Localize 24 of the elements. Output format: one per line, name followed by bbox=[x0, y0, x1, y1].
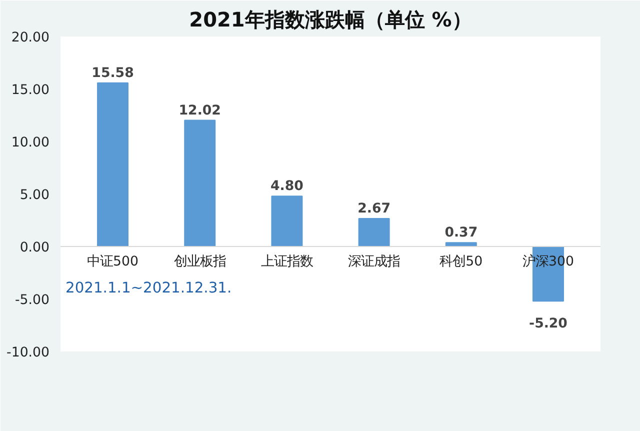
x-tick-label: 科创50 bbox=[440, 254, 483, 270]
bar bbox=[271, 196, 303, 247]
data-label: 0.37 bbox=[444, 226, 478, 241]
x-tick-label: 深证成指 bbox=[348, 254, 400, 270]
y-tick-label: 20.00 bbox=[11, 30, 50, 46]
y-tick-label: -5.00 bbox=[15, 293, 50, 308]
x-tick-label: 上证指数 bbox=[260, 254, 313, 270]
annotation: 2021.1.1~2021.12.31. bbox=[66, 280, 232, 296]
data-label: 2.67 bbox=[358, 201, 390, 216]
x-tick-label: 中证500 bbox=[87, 254, 138, 270]
data-label: 12.02 bbox=[178, 103, 221, 118]
chart-title: 2021年指数涨跌幅（单位 %） bbox=[189, 8, 472, 32]
y-tick-label: -10.00 bbox=[6, 346, 50, 360]
y-tick-label: 15.00 bbox=[11, 83, 50, 98]
bar bbox=[97, 82, 128, 247]
data-label: 4.80 bbox=[270, 179, 304, 194]
bar bbox=[184, 120, 216, 247]
data-label: -5.20 bbox=[529, 316, 568, 332]
bar bbox=[358, 218, 390, 247]
y-tick-label: 0.00 bbox=[20, 240, 50, 256]
y-tick-label: 10.00 bbox=[11, 136, 50, 150]
x-tick-label: 创业板指 bbox=[174, 254, 226, 270]
y-tick-label: 5.00 bbox=[20, 188, 50, 203]
data-label: 15.58 bbox=[92, 66, 134, 81]
